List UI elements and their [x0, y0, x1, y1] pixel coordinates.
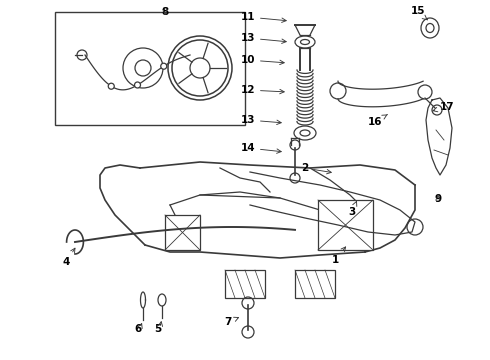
Text: 11: 11: [241, 12, 286, 22]
Text: 8: 8: [161, 7, 169, 17]
Text: 15: 15: [411, 6, 425, 16]
Text: 7: 7: [224, 317, 239, 327]
Text: 17: 17: [433, 102, 455, 112]
Text: 6: 6: [134, 324, 142, 334]
Text: 1: 1: [331, 247, 345, 265]
Bar: [295, 270, 335, 298]
Text: 14: 14: [241, 143, 281, 153]
Bar: [165, 215, 200, 250]
Text: 12: 12: [241, 85, 284, 95]
Text: 13: 13: [241, 33, 286, 44]
Text: 3: 3: [348, 201, 357, 217]
Bar: [55, 12, 245, 125]
Text: 16: 16: [368, 114, 387, 127]
Bar: [225, 270, 265, 298]
Text: 9: 9: [435, 194, 441, 204]
Text: 10: 10: [241, 55, 284, 65]
Circle shape: [161, 63, 167, 69]
Text: 2: 2: [301, 163, 331, 174]
Text: 13: 13: [241, 115, 281, 125]
Text: 4: 4: [63, 248, 75, 267]
Text: 5: 5: [154, 324, 162, 334]
Circle shape: [134, 82, 141, 88]
Circle shape: [108, 83, 114, 89]
Bar: [318, 200, 373, 250]
